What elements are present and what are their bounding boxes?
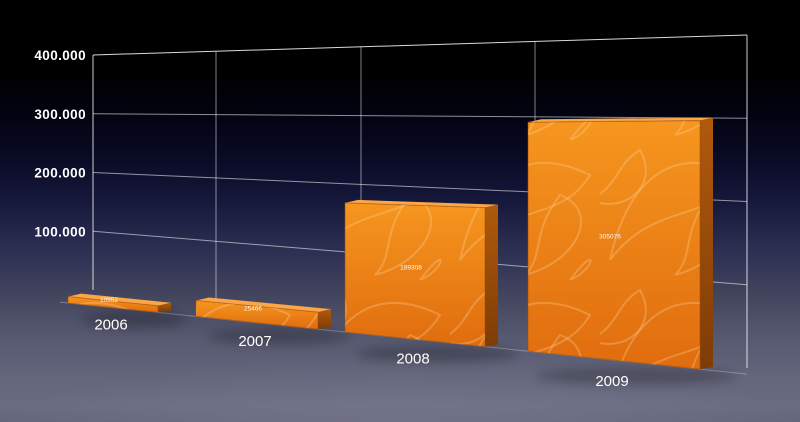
bar-top-face xyxy=(528,117,713,123)
y-axis-label: 300.000 xyxy=(34,107,86,122)
bar-swirl-overlay xyxy=(196,300,318,330)
bar-shadow xyxy=(536,367,736,386)
x-axis-label: 2007 xyxy=(238,333,271,350)
bar-value-label: 305076 xyxy=(599,234,621,241)
bar-value-label: 10952 xyxy=(100,297,118,304)
bar-shadow xyxy=(208,327,350,346)
bar-swirl-overlay xyxy=(68,296,158,313)
bar-value-label: 25466 xyxy=(244,305,262,312)
bar-2008: 189308 xyxy=(344,199,519,363)
bar-swirl-overlay xyxy=(528,120,700,370)
gridline-h xyxy=(92,113,748,119)
bar-top-face xyxy=(345,199,498,208)
x-axis-label: 2008 xyxy=(396,351,429,368)
bar-2006: 10952 xyxy=(67,293,188,329)
y-axis-label: 100.000 xyxy=(34,224,86,239)
bar-2009: 305076 xyxy=(527,117,736,386)
bar-side-face xyxy=(700,117,713,370)
bar-2007: 25466 xyxy=(195,297,350,346)
bar-value-label: 189308 xyxy=(400,264,422,271)
bar-swirl-overlay xyxy=(345,202,485,347)
bar-shadow xyxy=(355,344,519,363)
x-axis-label: 2009 xyxy=(595,373,628,390)
gridline-h xyxy=(92,34,748,56)
x-axis-label: 2006 xyxy=(94,316,127,333)
bar-top-face xyxy=(68,293,171,306)
bar-shadow xyxy=(82,310,188,329)
bar-side-face xyxy=(318,309,331,330)
y-axis-label: 400.000 xyxy=(34,48,86,63)
bar-side-face xyxy=(158,302,171,313)
y-axis-label: 200.000 xyxy=(34,166,86,181)
bar-top-face xyxy=(196,297,331,313)
bar-side-face xyxy=(485,204,498,347)
